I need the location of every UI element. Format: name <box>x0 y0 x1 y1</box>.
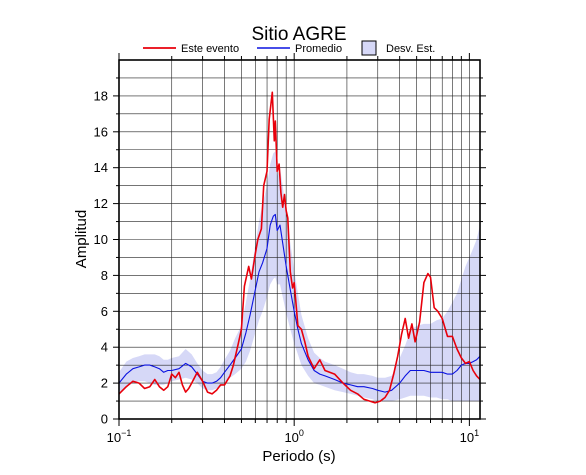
y-tick-label: 4 <box>101 340 108 355</box>
legend-std-swatch <box>361 40 377 56</box>
grid <box>119 60 480 419</box>
legend-mean-label: Promedio <box>295 43 342 55</box>
series-layer <box>118 91 481 404</box>
y-tick-label: 2 <box>101 376 108 391</box>
series-line-este-evento <box>118 91 481 404</box>
std-band-layer <box>119 151 480 402</box>
legend: Este evento Promedio Desv. Est. <box>143 40 435 56</box>
y-tick-label: 12 <box>94 196 108 211</box>
x-axis-label: Periodo (s) <box>262 448 335 465</box>
y-axis-label: Amplitud <box>73 210 90 268</box>
y-tick-label: 6 <box>101 304 108 319</box>
x-tick-label: 10−1 <box>107 428 132 445</box>
y-tick-label: 18 <box>94 88 108 103</box>
legend-event-label: Este evento <box>181 43 239 55</box>
y-tick-label: 16 <box>94 124 108 139</box>
chart-title: Sitio AGRE <box>251 24 346 45</box>
std-band <box>119 151 480 402</box>
y-tick-label: 10 <box>94 232 108 247</box>
y-tick-label: 0 <box>101 412 108 427</box>
x-tick-label: 101 <box>460 428 479 445</box>
legend-std-label: Desv. Est. <box>386 43 435 55</box>
y-tick-label: 8 <box>101 268 108 283</box>
series-line-promedio <box>118 213 481 393</box>
y-tick-label: 14 <box>94 160 108 175</box>
x-tick-label: 100 <box>284 428 303 445</box>
axis-ticks: 0 2 4 6 8 10 12 14 16 18 10−1 100 101 <box>94 53 486 445</box>
